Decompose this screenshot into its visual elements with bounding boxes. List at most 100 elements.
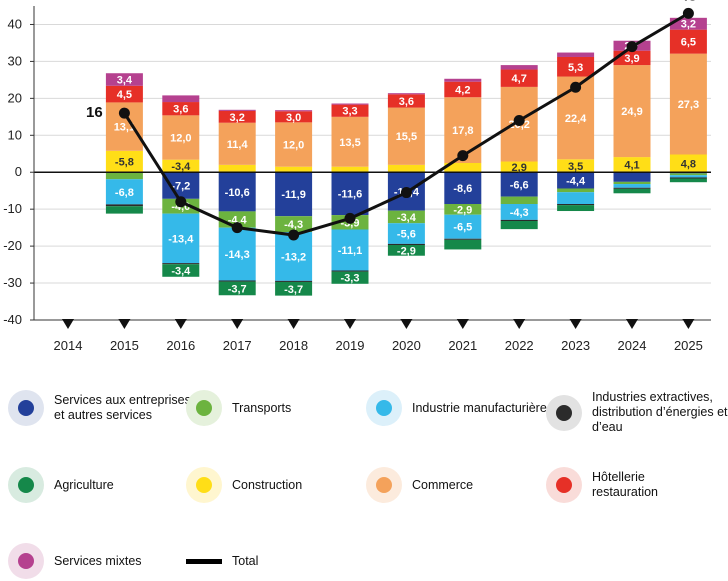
segment-label: -3,4: [171, 265, 191, 277]
bar-segment: [444, 238, 482, 240]
x-tick-label: 2018: [279, 338, 308, 353]
legend-item: Services aux entreprises et autres servi…: [8, 390, 194, 426]
legend-line: [186, 558, 222, 564]
legend-swatch: [366, 467, 402, 503]
bar-segment: [387, 210, 425, 224]
segment-label: 3,4: [117, 75, 133, 87]
bar-segment: [387, 94, 425, 108]
legend-item-total: Total: [186, 543, 372, 579]
bar-segment: [331, 229, 369, 271]
y-tick-label: 20: [8, 90, 22, 105]
segment-label: -3,4: [171, 161, 191, 173]
x-tick-label: 2014: [54, 338, 83, 353]
bar-segment: [162, 263, 200, 265]
segment-label: -3,4: [397, 212, 417, 224]
x-tick-marker: [118, 319, 131, 329]
segment-label: -8,6: [453, 183, 472, 195]
segment-label: 22,4: [565, 113, 587, 125]
bar-segment: [331, 103, 369, 105]
segment-label: 17,8: [452, 125, 473, 137]
bar-segment: [669, 29, 707, 54]
x-tick-label: 2019: [336, 338, 365, 353]
total-point: [118, 107, 130, 119]
x-tick-label: 2020: [392, 338, 421, 353]
legend-label: Services mixtes: [54, 553, 142, 568]
bar-segment: [105, 172, 143, 180]
total-annotation: 16: [86, 104, 103, 121]
segment-label: -13,2: [281, 251, 306, 263]
bar-segment: [105, 204, 143, 207]
bar-segment: [162, 172, 200, 199]
segment-label: 3,6: [399, 96, 414, 108]
legend-dot: [376, 400, 392, 416]
y-tick-label: 30: [8, 53, 22, 68]
y-tick-label: -40: [3, 312, 22, 327]
bar-segment: [105, 85, 143, 103]
segment-label: -3,3: [341, 273, 360, 285]
legend-dot: [18, 553, 34, 569]
total-line: 1643: [86, 0, 697, 241]
bar-segment: [218, 164, 256, 173]
segment-label: -6,5: [453, 222, 472, 234]
x-tick-marker: [344, 319, 356, 329]
segment-label: -4,4: [228, 215, 248, 227]
bar-segment: [613, 65, 651, 158]
bar-segment: [275, 166, 313, 173]
segment-label: 3,0: [286, 112, 301, 124]
bar-segment: [613, 184, 651, 188]
legend-swatch: [546, 394, 582, 431]
legend-dot: [196, 400, 212, 416]
segment-label: 13,1: [114, 122, 135, 134]
segment-label: 2,9: [512, 162, 527, 174]
y-tick-label: -30: [3, 275, 22, 290]
segment-label: -11,1: [338, 245, 362, 257]
legend-swatch: [8, 467, 44, 503]
total-point: [288, 229, 300, 241]
x-tick-label: 2017: [223, 338, 252, 353]
bar-segment: [218, 280, 256, 282]
segment-label: -13,4: [168, 233, 194, 245]
bar-segment: [162, 159, 200, 173]
segment-label: -11,9: [281, 189, 305, 201]
bar-segment: [331, 116, 369, 167]
bar-segment: [557, 56, 595, 77]
bar-segment: [500, 65, 538, 70]
bar-segment: [613, 172, 651, 182]
bar-segment: [275, 172, 313, 217]
legend-item: Commerce: [366, 467, 552, 503]
bar-segment: [275, 122, 313, 167]
bar-segment: [275, 110, 313, 112]
bar-segment: [669, 53, 707, 155]
bar-segment: [444, 78, 482, 82]
segment-label: 3,6: [173, 104, 188, 116]
legend-item: Services mixtes: [8, 543, 194, 579]
legend-label: Industrie manufacturière: [412, 400, 547, 415]
legend-dot: [556, 404, 572, 421]
bar-segment: [162, 264, 200, 277]
bar-segment: [613, 157, 651, 173]
x-tick-label: 2016: [166, 338, 195, 353]
legend-swatch: [186, 467, 222, 503]
bar-segment: [387, 245, 425, 256]
x-tick-label: 2021: [448, 338, 477, 353]
legend-dot: [196, 477, 212, 493]
bar-segment: [669, 17, 707, 30]
segment-label: 4,5: [117, 89, 132, 101]
segment-label: -14,3: [225, 249, 250, 261]
segment-label: -4,3: [510, 207, 529, 219]
legend-label: Services aux entreprises et autres servi…: [54, 393, 191, 422]
bar-segment: [444, 239, 482, 250]
bar-segment: [275, 111, 313, 123]
legend-label: Construction: [232, 477, 303, 492]
total-point: [231, 222, 243, 234]
segment-label: -5,8: [115, 157, 134, 169]
segment-label: 27,3: [678, 99, 699, 111]
segment-label: 4,1: [624, 160, 639, 172]
bar-segment: [500, 204, 538, 220]
x-tick-marker: [287, 319, 300, 329]
segment-label: 12,0: [283, 140, 304, 152]
segment-label: -6,8: [115, 187, 134, 199]
x-tick-marker: [231, 319, 244, 329]
segment-label: 3,2: [681, 19, 696, 31]
x-tick-marker: [456, 319, 469, 329]
